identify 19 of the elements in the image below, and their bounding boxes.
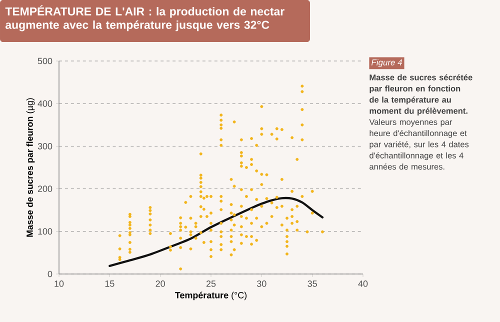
y-tick-label: 100 xyxy=(38,228,52,235)
line-series xyxy=(108,196,324,267)
y-axis-title: Masse de sucres par fleuron (µg) xyxy=(26,98,35,237)
x-tick-label: 35 xyxy=(308,280,317,287)
chart-title: TEMPÉRATURE DE L'AIR : la production de nectar augmente avec la température jusque vers 32°C xyxy=(5,5,284,32)
x-tick-label: 25 xyxy=(206,280,216,287)
x-tick-label: 15 xyxy=(105,280,114,287)
y-tick-label: 500 xyxy=(38,58,52,64)
y-tick-label: 400 xyxy=(38,100,52,107)
y-tick-label: 300 xyxy=(38,143,52,150)
x-tick-label: 20 xyxy=(156,280,165,287)
x-axis-title: Température (°C) xyxy=(175,292,247,300)
x-tick-label: 40 xyxy=(358,280,368,287)
text: Masse de sucres sécrétée par fleuron en fonction de la température au moment du prélèvement. Valeurs moyennes par heure d'échantillonnage et par variété, sur les 4 dates d'échantillonnage et les 4 années de mesures. xyxy=(369,74,472,170)
x-tick-label: 30 xyxy=(257,280,266,287)
x-tick-label: 10 xyxy=(54,280,64,287)
caption: Figure 4 xyxy=(371,59,402,68)
y-tick-label: 200 xyxy=(38,186,52,192)
y-tick-label: 0 xyxy=(48,270,52,278)
